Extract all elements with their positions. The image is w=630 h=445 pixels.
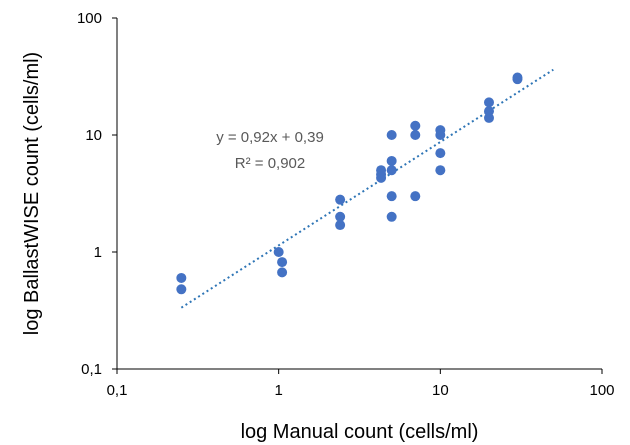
x-tick-label: 10 (432, 382, 449, 399)
data-point (410, 130, 421, 140)
axes (116, 18, 602, 370)
data-point (410, 191, 421, 202)
data-point (335, 211, 346, 222)
data-point (277, 267, 288, 278)
data-point (176, 272, 187, 283)
x-axis-ticks: 0,1 1 10 100 (107, 369, 615, 399)
data-point (277, 257, 288, 268)
y-tick-label: 1 (94, 244, 102, 261)
y-tick-label: 100 (77, 10, 102, 27)
trendline-equation: y = 0,92x + 0,39 (216, 129, 324, 146)
data-point (386, 155, 397, 166)
data-point (273, 247, 284, 257)
trendline-line (180, 68, 554, 309)
data-point (335, 220, 346, 231)
trendline (180, 68, 554, 309)
data-point (376, 172, 387, 183)
x-tick-label: 0,1 (107, 382, 128, 399)
data-point (386, 165, 397, 176)
data-point (435, 130, 446, 140)
data-point (386, 130, 397, 140)
data-point (483, 112, 494, 123)
x-axis-title: log Manual count (cells/ml) (241, 421, 479, 443)
data-point (435, 165, 446, 176)
data-point (176, 284, 187, 295)
data-point (435, 148, 446, 159)
data-point (483, 97, 494, 108)
data-point (335, 194, 346, 205)
data-point (410, 120, 421, 131)
x-tick-label: 100 (589, 382, 614, 399)
data-point (512, 74, 523, 85)
y-tick-label: 0,1 (81, 361, 102, 378)
y-axis-title: log BallastWISE count (cells/ml) (21, 52, 43, 335)
data-points (176, 72, 523, 295)
y-axis-ticks: 0,1 1 10 100 (77, 10, 117, 378)
trendline-r-squared: R² = 0,902 (235, 155, 305, 172)
y-tick-label: 10 (85, 127, 102, 144)
data-point (386, 191, 397, 202)
data-point (386, 211, 397, 222)
x-tick-label: 1 (274, 382, 282, 399)
